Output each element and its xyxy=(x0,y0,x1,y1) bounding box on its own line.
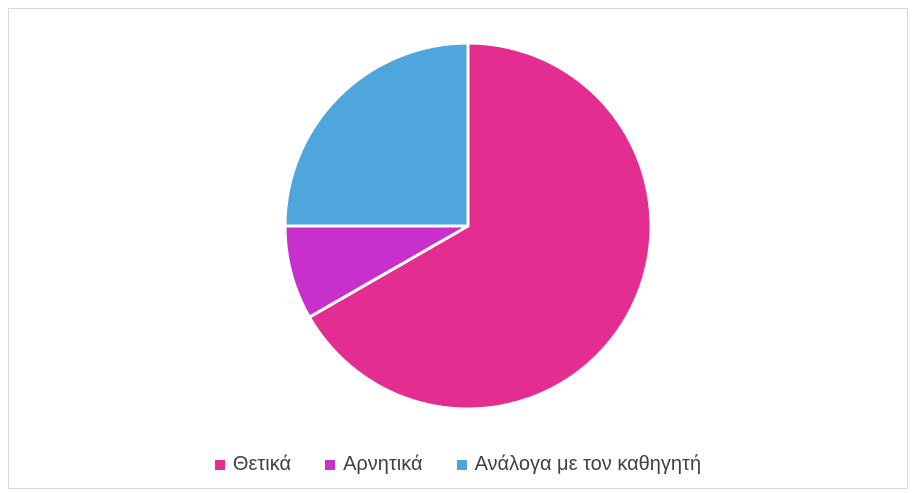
pie-slice-positive xyxy=(307,41,653,411)
legend-label-negative: Αρνητικά xyxy=(343,453,423,475)
legend-item-negative: Αρνητικά xyxy=(325,453,423,476)
legend-swatch-negative xyxy=(325,459,336,470)
legend-item-depends-on-teacher: Ανάλογα με τον καθηγητή xyxy=(456,453,702,476)
chart-area: Θετικά Αρνητικά Ανάλογα με τον καθηγητή xyxy=(8,8,908,489)
pie-slice-depends-on-teacher xyxy=(283,41,470,228)
chart-legend: Θετικά Αρνητικά Ανάλογα με τον καθηγητή xyxy=(9,453,907,476)
pie-chart xyxy=(283,41,653,411)
legend-swatch-positive xyxy=(214,459,225,470)
pie-slice-negative xyxy=(283,224,470,319)
legend-swatch-depends-on-teacher xyxy=(456,459,467,470)
legend-label-depends-on-teacher: Ανάλογα με τον καθηγητή xyxy=(474,453,702,475)
legend-label-positive: Θετικά xyxy=(232,453,292,475)
legend-item-positive: Θετικά xyxy=(214,453,292,476)
